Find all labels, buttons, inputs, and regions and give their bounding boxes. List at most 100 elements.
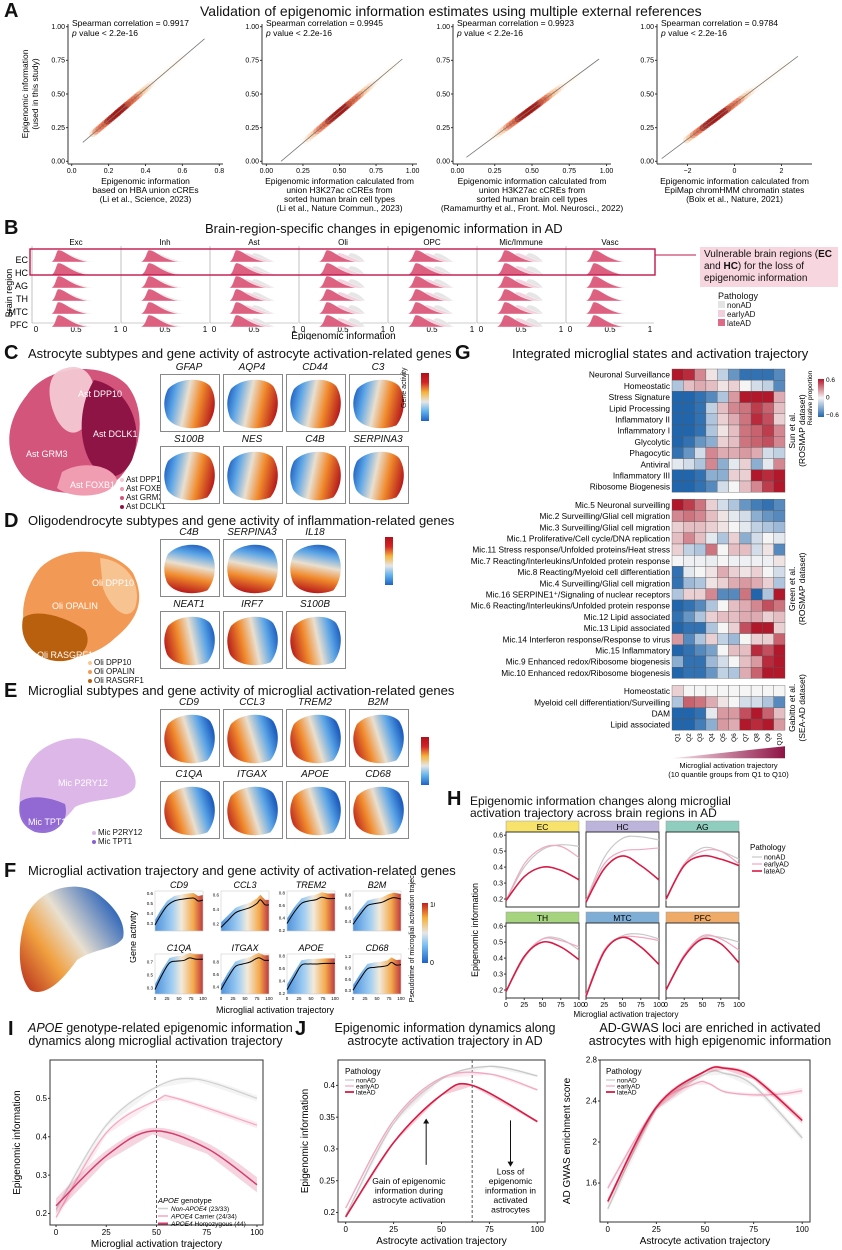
gene-label: IRF7 [241,599,263,610]
heatmap-cell [694,521,707,533]
heatmap-cell [694,480,707,493]
plot-frame [585,831,660,908]
density-ridge-latead [228,314,267,328]
density-ridge-latead [584,288,625,302]
colorbar-tick: 0 [826,395,830,402]
series-line-latead [665,937,740,991]
x-tick-label: 25 [600,1002,608,1009]
panel-j1-title: Epigenomic information dynamics along ast… [325,1022,565,1048]
heatmap-cell [762,543,774,556]
x-axis-label: Epigenomic information calculated from [265,176,414,186]
heatmap-cell [717,413,729,426]
legend-item: Ast GRM3 [120,493,166,502]
heatmap-cell [728,436,740,448]
heatmap-cell [750,644,763,657]
y-axis-label: Gene activity [130,910,138,963]
panel-label-b: B [4,217,19,239]
heatmap-cell [728,543,740,556]
x-tick-label: 100 [397,996,405,1001]
y-tick-label: 0.6 [279,903,286,908]
gene-activity-umap [286,709,346,767]
plot-frame [352,953,402,995]
panel-label-a: A [4,0,19,22]
gene-label: CCL3 [233,880,256,890]
callout-text: ) for the loss of epigenomic information [704,261,808,284]
group-label: (ROSMAP dataset) [797,394,807,467]
facet-strip-label: TH [537,913,548,923]
panel-e-legend: Mic P2RY12 Mic TPT1 [92,828,142,846]
heatmap-cell [705,622,718,634]
density-ridge-latead [495,288,536,302]
y-tick-label: 0.4 [345,919,352,924]
plot-frame [665,831,740,908]
umap-label: Ast FOXB1 [70,480,116,490]
panel-c-legend: Ast DPP10 Ast FOXB1 Ast GRM3 Ast DCLK1 [120,475,166,511]
density-ridge-latead [228,275,267,289]
heatmap-cell [739,644,752,657]
x-tick-label: 1 [559,325,564,334]
gene-label: CD68 [365,943,388,953]
heatmap-cell [717,447,729,459]
umap-shape [164,786,215,836]
gene-label: NES [241,434,263,445]
heatmap-cell [750,469,763,482]
heatmap-cell [671,555,684,567]
gene-label: NEAT1 [173,599,205,610]
x-tick-label: 0 [352,996,355,1001]
legend-swatch [718,319,725,326]
heatmap-cell [773,368,786,381]
heatmap-cell [773,655,786,668]
cell-scatter [287,891,335,931]
heatmap-cell [762,622,774,634]
column-label: Q7 [742,733,749,742]
fit-line [661,55,799,159]
heatmap-cell [694,368,707,381]
heatmap-cell [683,655,695,668]
legend-dot [120,504,124,509]
gene-label: B2M [367,697,389,708]
heatmap-cell [728,685,740,697]
y-tick-label: 0.00 [640,159,654,166]
panel-h-faceted-lines: Epigenomic information EC 0.2 0.3 0.4 0.5 0.6 H… [470,820,789,1019]
heatmap-cell [671,368,684,381]
x-axis-label: based on HBA union cCREs [92,185,198,195]
y-tick-label: 0.6 [493,833,503,840]
legend-label: nonAD [356,1078,376,1085]
heatmap-cell [773,499,786,511]
y-tick-label: 0.3 [493,880,503,887]
legend-label: nonAD [764,855,785,862]
loss-annotation: epigenomic [489,1176,533,1186]
pvalue-label: p value < 2.2e-16 [456,28,523,38]
x-tick-label: 0 [34,325,39,334]
heatmap-cell [728,458,740,470]
x-tick-label: 0 [286,996,289,1001]
heatmap-cell [750,633,763,645]
panel-f-trend-plots: Gene activity CD9 0.3 0.4 0.5 0.6 CCL3 0.2 0.4 0.… [130,875,435,1015]
umap-shape [227,714,278,764]
heatmap-cell [705,510,718,522]
heatmap-cell [717,436,729,448]
heatmap-cell [728,622,740,634]
y-tick-label: 0.6 [213,893,220,898]
umap-shape [290,544,341,594]
legend-label: earlyAD [727,310,756,319]
heatmap-cell [750,685,763,697]
x-tick-label: 0 [390,325,395,334]
heatmap-cell [671,718,684,731]
heatmap-cell [705,480,718,493]
x-tick-label: 100 [199,996,207,1001]
series-line-latead [585,936,660,997]
x-tick-label: 0 [220,996,223,1001]
heatmap-cell [717,577,729,589]
gene-label: S100B [173,434,205,445]
y-tick-label: 2.4 [586,1097,598,1106]
legend-label: lateAD [356,1090,376,1097]
y-tick-label: 0.4 [213,985,220,990]
heatmap-cell [705,588,718,601]
heatmap-cell [683,510,695,522]
heatmap-cell [762,577,774,589]
x-tick-label: 50 [437,1225,446,1234]
legend-item: Ast FOXB1 [120,484,166,493]
heatmap-cell [750,499,763,511]
gene-label: C1QA [175,769,203,780]
